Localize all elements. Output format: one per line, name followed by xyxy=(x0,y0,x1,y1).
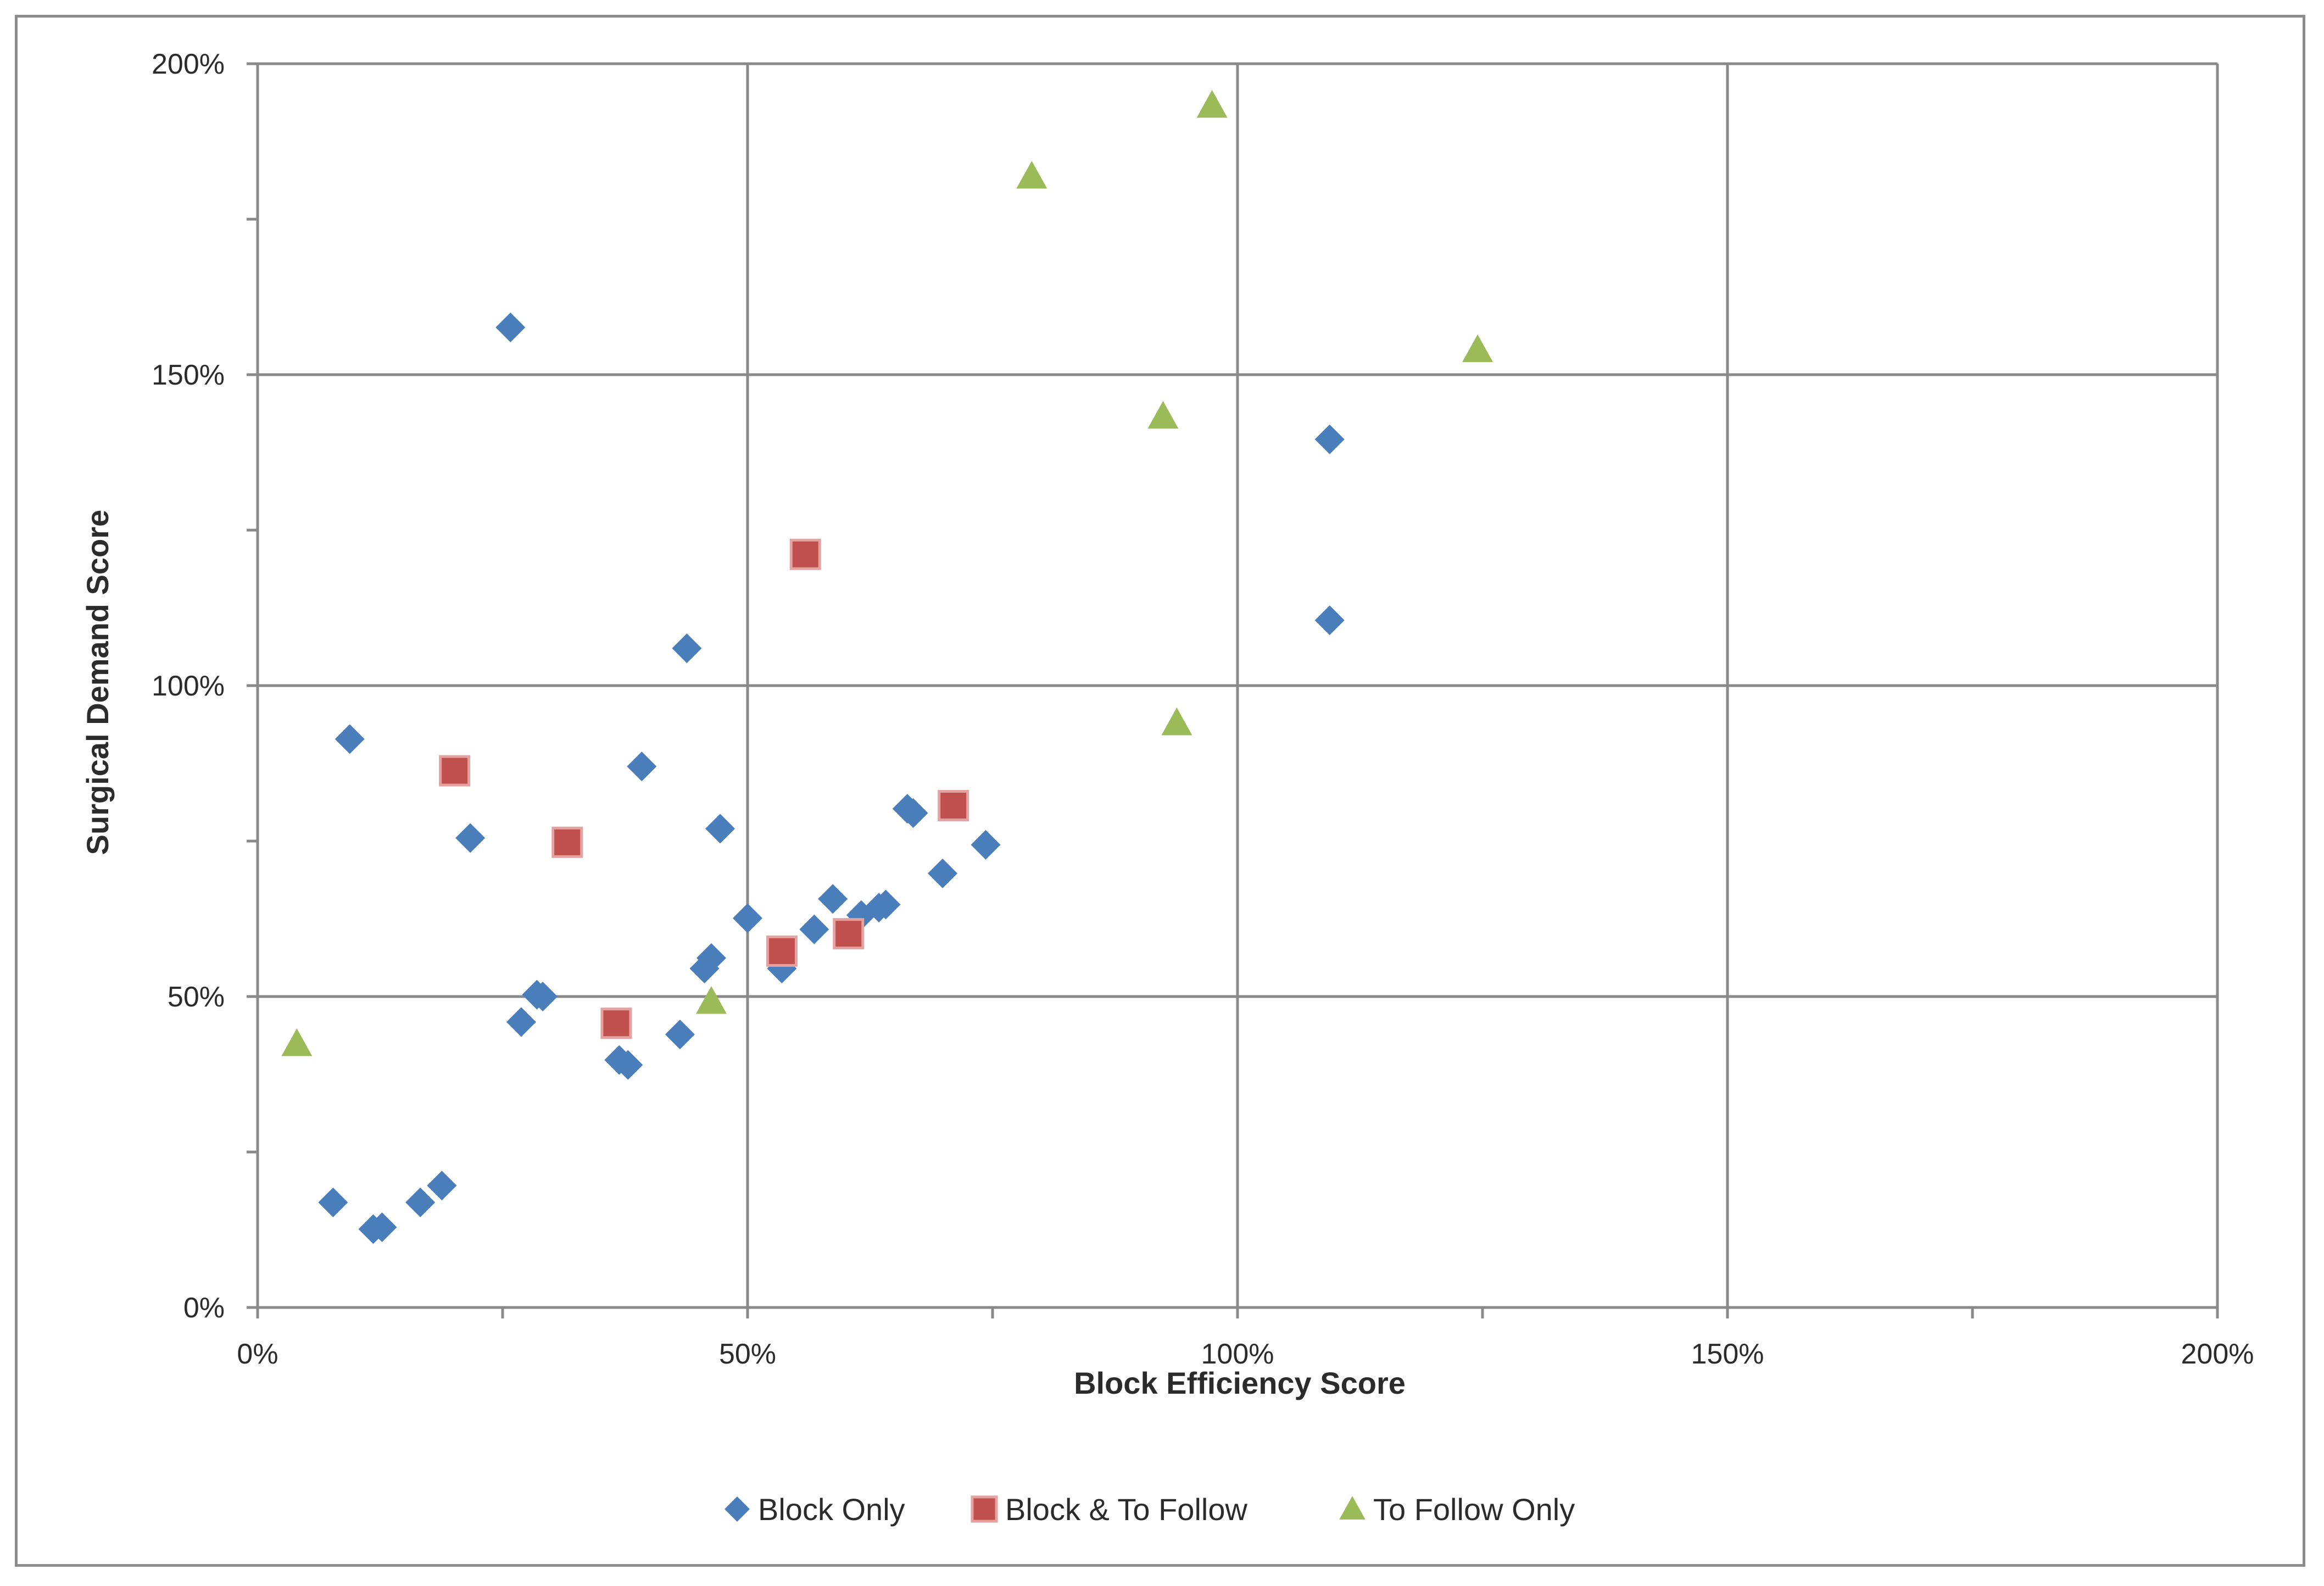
point-to-follow-only xyxy=(281,1028,313,1056)
point-block-to-follow xyxy=(766,935,798,967)
x-axis-label: Block Efficiency Score xyxy=(1074,1366,1406,1400)
gridlines xyxy=(258,62,2219,1307)
point-block-only xyxy=(405,1187,436,1217)
point-block-only xyxy=(1314,605,1345,636)
legend-label-block-to-follow: Block & To Follow xyxy=(1005,1492,1247,1527)
point-to-follow-only xyxy=(1196,90,1228,118)
y-axis-label: Surgical Demand Score xyxy=(80,510,115,855)
point-block-only xyxy=(672,633,702,664)
y-tick-label: 150% xyxy=(152,359,225,391)
x-tick-label: 150% xyxy=(1691,1338,1764,1370)
y-tick-label: 200% xyxy=(152,48,225,80)
legend-marker-block-only xyxy=(724,1496,750,1522)
x-tick-label: 50% xyxy=(719,1338,776,1370)
y-tick-label: 50% xyxy=(168,981,225,1013)
point-block-only xyxy=(971,830,1001,860)
legend-label-to-follow-only: To Follow Only xyxy=(1373,1492,1575,1527)
point-block-only xyxy=(335,724,365,754)
point-block-only xyxy=(733,903,762,933)
point-block-only xyxy=(799,914,829,944)
point-block-only xyxy=(367,1212,397,1242)
legend-label-block-only: Block Only xyxy=(758,1492,905,1527)
series-block-only xyxy=(318,312,1345,1244)
point-block-only xyxy=(318,1187,348,1217)
legend-marker-to-follow-only xyxy=(1339,1496,1366,1520)
point-block-only xyxy=(427,1171,457,1201)
chart-frame: 0% 50% 100% 150% 200% 0% 50% 100% 150% 200% Bloc… xyxy=(15,15,2305,1567)
point-to-follow-only xyxy=(695,986,727,1014)
point-block-only xyxy=(455,823,486,853)
legend-item-block-to-follow: Block & To Follow xyxy=(971,1492,1247,1527)
point-block-only xyxy=(627,752,657,782)
legend-marker-block-to-follow xyxy=(971,1495,998,1523)
point-to-follow-only xyxy=(1016,160,1047,189)
y-tick-label: 0% xyxy=(183,1292,225,1324)
point-block-only xyxy=(506,1007,536,1037)
point-block-only xyxy=(665,1020,695,1050)
point-block-to-follow xyxy=(789,538,821,570)
point-block-to-follow xyxy=(551,826,583,858)
legend-item-block-only: Block Only xyxy=(724,1492,905,1527)
legend-item-to-follow-only: To Follow Only xyxy=(1339,1492,1575,1527)
x-tick-label: 200% xyxy=(2181,1338,2254,1370)
point-block-only xyxy=(1314,424,1345,454)
legend: Block Only Block & To Follow To Follow Onl… xyxy=(724,1492,1575,1527)
data-points xyxy=(281,90,1493,1244)
point-to-follow-only xyxy=(1161,707,1192,736)
point-block-to-follow xyxy=(439,755,471,787)
point-block-only xyxy=(528,982,558,1011)
x-tick-label: 0% xyxy=(237,1338,278,1370)
point-to-follow-only xyxy=(1462,334,1493,363)
axes xyxy=(247,62,2219,1318)
point-block-only xyxy=(928,858,958,888)
series-block-to-follow xyxy=(439,538,969,1039)
point-block-only xyxy=(818,884,848,914)
point-to-follow-only xyxy=(1147,400,1179,429)
point-block-to-follow xyxy=(833,918,865,950)
x-tick-labels: 0% 50% 100% 150% 200% xyxy=(237,1338,2254,1370)
point-block-to-follow xyxy=(600,1008,632,1039)
point-block-only xyxy=(705,814,735,844)
point-block-to-follow xyxy=(938,789,969,821)
scatter-chart: 0% 50% 100% 150% 200% 0% 50% 100% 150% 200% Bloc… xyxy=(80,48,2254,1527)
point-block-only xyxy=(495,312,526,342)
point-block-only xyxy=(613,1050,643,1080)
point-block-only xyxy=(696,943,726,973)
point-block-only xyxy=(871,889,901,920)
y-tick-labels: 0% 50% 100% 150% 200% xyxy=(152,48,225,1324)
series-to-follow-only xyxy=(281,90,1493,1056)
y-tick-label: 100% xyxy=(152,670,225,702)
point-block-only xyxy=(898,798,928,828)
x-tick-label: 100% xyxy=(1201,1338,1274,1370)
